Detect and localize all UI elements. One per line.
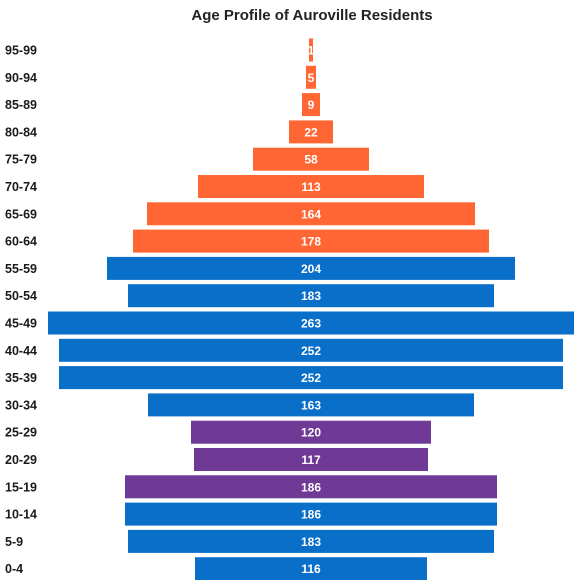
value-label-55-59: 204 <box>301 262 321 276</box>
tick-label-35-39: 35-39 <box>5 371 37 385</box>
value-label-95-99: 1 <box>308 44 315 58</box>
bar-50-54 <box>128 284 494 308</box>
value-label-30-34: 163 <box>301 398 321 412</box>
bar-15-19 <box>125 475 497 499</box>
value-label-45-49: 263 <box>301 317 321 331</box>
bar-25-29 <box>191 420 431 444</box>
tick-label-90-94: 90-94 <box>5 71 37 85</box>
bar-0-4 <box>195 557 427 580</box>
value-label-60-64: 178 <box>301 235 321 249</box>
bar-5-9 <box>128 529 494 553</box>
bar-20-29 <box>194 448 428 471</box>
value-label-10-14: 186 <box>301 508 321 522</box>
value-label-90-94: 5 <box>308 71 315 85</box>
tick-label-10-14: 10-14 <box>5 508 37 522</box>
value-label-35-39: 252 <box>301 371 321 385</box>
tick-label-20-29: 20-29 <box>5 453 37 467</box>
bar-30-34 <box>148 393 474 417</box>
tick-label-80-84: 80-84 <box>5 125 37 139</box>
bar-35-39 <box>59 366 563 390</box>
tick-label-75-79: 75-79 <box>5 153 37 167</box>
tick-label-50-54: 50-54 <box>5 289 37 303</box>
value-label-0-4: 116 <box>301 562 321 576</box>
value-label-75-79: 58 <box>304 153 318 167</box>
tick-label-15-19: 15-19 <box>5 480 37 494</box>
tick-label-45-49: 45-49 <box>5 317 37 331</box>
value-label-5-9: 183 <box>301 535 321 549</box>
data-labels-group: 1 5 9 22 58 113 164 178 204 183 263 252 252 163 120 117… <box>301 44 321 577</box>
bar-85-89 <box>302 93 320 117</box>
tick-label-65-69: 65-69 <box>5 207 37 221</box>
tick-label-55-59: 55-59 <box>5 262 37 276</box>
bar-45-49 <box>48 311 574 335</box>
value-label-65-69: 164 <box>301 207 321 221</box>
tick-label-0-4: 0-4 <box>5 562 23 576</box>
chart-title: Age Profile of Auroville Residents <box>191 7 432 24</box>
tick-label-60-64: 60-64 <box>5 235 37 249</box>
bar-95-99 <box>309 38 313 62</box>
tick-label-85-89: 85-89 <box>5 98 37 112</box>
tick-label-30-34: 30-34 <box>5 398 37 412</box>
bar-55-59 <box>107 256 515 280</box>
value-label-40-44: 252 <box>301 344 321 358</box>
bar-10-14 <box>125 502 497 526</box>
bar-80-84 <box>289 120 333 144</box>
value-label-85-89: 9 <box>308 98 315 112</box>
tick-label-95-99: 95-99 <box>5 44 37 58</box>
tick-label-70-74: 70-74 <box>5 180 37 194</box>
category-axis: 95-99 90-94 85-89 80-84 75-79 70-74 65-69 60-64… <box>5 44 37 577</box>
bar-40-44 <box>59 338 563 362</box>
bars-group <box>48 38 574 580</box>
value-label-70-74: 113 <box>301 180 321 194</box>
tick-label-40-44: 40-44 <box>5 344 37 358</box>
tick-label-25-29: 25-29 <box>5 426 37 440</box>
value-label-25-29: 120 <box>301 426 321 440</box>
value-label-20-29: 117 <box>301 453 321 467</box>
bar-70-74 <box>198 175 424 198</box>
value-label-50-54: 183 <box>301 289 321 303</box>
tick-label-5-9: 5-9 <box>5 535 23 549</box>
bar-90-94 <box>306 65 316 89</box>
bar-60-64 <box>133 229 489 253</box>
bar-65-69 <box>147 202 475 226</box>
bar-75-79 <box>253 147 369 171</box>
value-label-15-19: 186 <box>301 480 321 494</box>
value-label-80-84: 22 <box>304 125 318 139</box>
